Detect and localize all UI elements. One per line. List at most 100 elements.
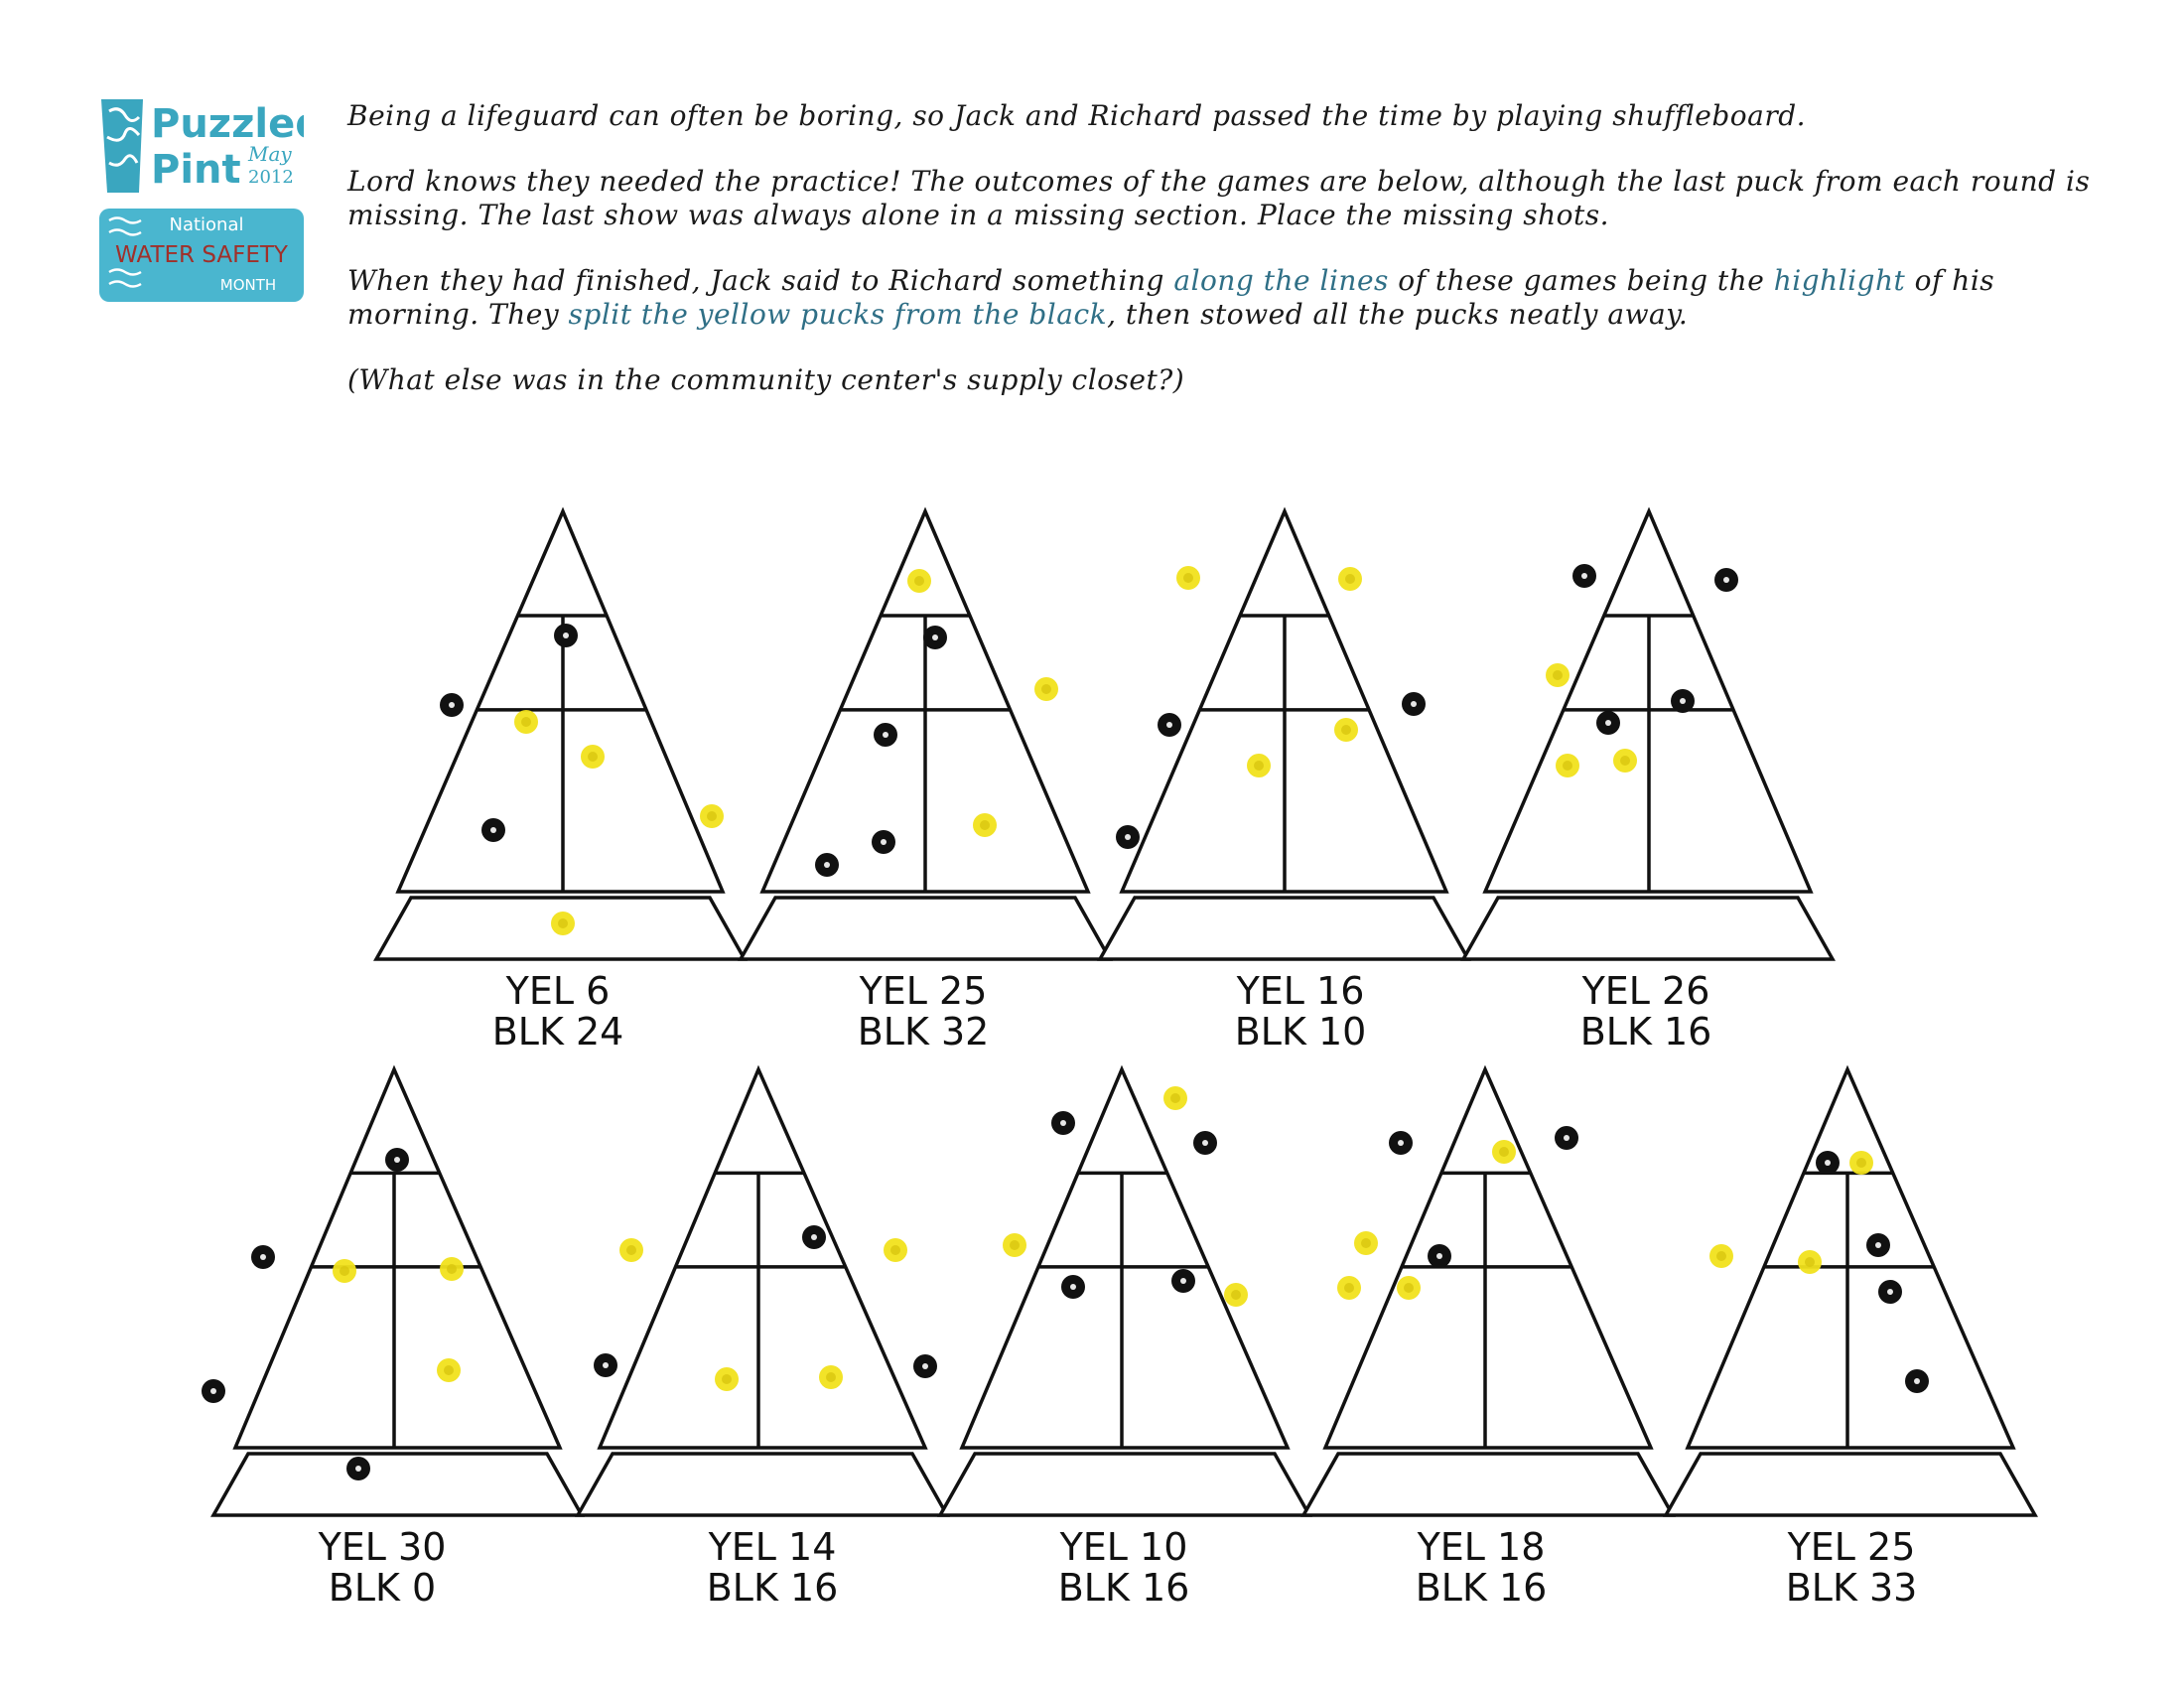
black-puck: [1816, 1151, 1840, 1175]
shuffleboard-court: [373, 506, 748, 961]
black-puck: [913, 1354, 937, 1378]
black-puck: [1596, 711, 1620, 735]
game-6-score: YEL 14 BLK 16: [673, 1527, 872, 1609]
game-1-yellow-score: YEL 6: [505, 969, 611, 1013]
logo-band-month: MONTH: [220, 276, 276, 294]
court-triangle: [597, 1064, 928, 1450]
intro-highlight-split: split the yellow pucks from the black: [568, 298, 1108, 331]
yellow-puck: [1034, 677, 1058, 701]
yellow-puck: [700, 804, 724, 828]
logo-band: [99, 209, 304, 302]
black-puck: [1171, 1269, 1195, 1293]
puzzle-intro: Being a lifeguard can often be boring, s…: [347, 99, 2095, 429]
puzzled-pint-logo: Puzzled Pint May 2012 National WATER SAF…: [99, 99, 304, 302]
black-puck: [346, 1457, 370, 1480]
yellow-puck: [715, 1367, 739, 1391]
game-9-yellow-score: YEL 25: [1787, 1525, 1916, 1569]
court-base-stripe: [575, 1452, 950, 1517]
yellow-puck: [1247, 754, 1271, 777]
black-puck: [1402, 692, 1426, 716]
shuffleboard-court: [575, 1064, 950, 1517]
black-puck: [481, 818, 505, 842]
yellow-puck: [440, 1257, 464, 1281]
yellow-puck: [1709, 1244, 1733, 1268]
black-puck: [440, 693, 464, 717]
intro-p3-text-c: of his morning. They: [347, 264, 1995, 331]
game-3-black-score: BLK 10: [1234, 1010, 1367, 1054]
logo-title-line1: Puzzled: [151, 101, 304, 147]
yellow-puck: [973, 813, 997, 837]
yellow-puck: [819, 1365, 843, 1389]
yellow-puck: [884, 1238, 907, 1262]
yellow-puck: [1556, 754, 1579, 777]
black-puck: [1061, 1275, 1085, 1299]
shuffleboard-court: [1663, 1064, 2038, 1517]
black-puck: [554, 624, 578, 647]
game-8-black-score: BLK 16: [1415, 1566, 1548, 1610]
black-puck: [1714, 568, 1738, 592]
game-7-black-score: BLK 16: [1057, 1566, 1190, 1610]
yellow-puck: [1224, 1283, 1248, 1307]
black-puck: [802, 1225, 826, 1249]
court-triangle: [959, 1064, 1291, 1450]
game-2-yellow-score: YEL 25: [859, 969, 988, 1013]
black-puck: [1428, 1244, 1451, 1268]
court-triangle: [1322, 1064, 1654, 1450]
yellow-puck: [581, 745, 605, 769]
yellow-puck: [1163, 1086, 1187, 1110]
intro-p3-text-d: , then stowed all the pucks neatly away.: [1107, 298, 1689, 331]
black-puck: [202, 1379, 225, 1403]
logo-year: 2012: [248, 167, 294, 188]
game-9-score: YEL 25 BLK 33: [1752, 1527, 1951, 1609]
court-base-stripe: [1663, 1452, 2038, 1517]
black-puck: [923, 626, 947, 649]
black-puck: [594, 1353, 617, 1377]
game-3-yellow-score: YEL 16: [1236, 969, 1365, 1013]
game-4-score: YEL 26 BLK 16: [1547, 971, 1745, 1053]
intro-p3-text-b: of these games being the: [1388, 264, 1774, 297]
game-4-yellow-score: YEL 26: [1581, 969, 1710, 1013]
court-base-stripe: [210, 1452, 585, 1517]
yellow-puck: [1492, 1140, 1516, 1164]
intro-highlight-highlight: highlight: [1773, 264, 1906, 297]
court-triangle: [232, 1064, 563, 1450]
game-7-yellow-score: YEL 10: [1059, 1525, 1188, 1569]
yellow-puck: [1798, 1250, 1822, 1274]
shuffleboard-court: [1300, 1064, 1676, 1517]
yellow-puck: [1354, 1231, 1378, 1255]
court-triangle: [395, 506, 726, 894]
court-base-stripe: [1097, 896, 1471, 961]
intro-p3-text-a: When they had finished, Jack said to Ric…: [347, 264, 1174, 297]
shuffleboard-court: [210, 1064, 585, 1517]
black-puck: [1193, 1131, 1217, 1155]
yellow-puck: [1337, 1276, 1361, 1300]
black-puck: [1905, 1369, 1929, 1393]
yellow-puck: [514, 710, 538, 734]
black-puck: [874, 723, 897, 747]
yellow-puck: [907, 569, 931, 593]
court-base-stripe: [1460, 896, 1836, 961]
yellow-puck: [1546, 663, 1570, 687]
intro-paragraph-2: Lord knows they needed the practice! The…: [347, 165, 2091, 231]
shuffleboard-court: [1460, 506, 1836, 961]
court-base-stripe: [1300, 1452, 1676, 1517]
yellow-puck: [1176, 566, 1200, 590]
game-6-black-score: BLK 16: [706, 1566, 839, 1610]
black-puck: [1158, 713, 1181, 737]
game-5-score: YEL 30 BLK 0: [283, 1527, 481, 1609]
shuffleboard-court: [1097, 506, 1471, 961]
game-8-yellow-score: YEL 18: [1417, 1525, 1546, 1569]
intro-paragraph-3: When they had finished, Jack said to Ric…: [347, 264, 2095, 332]
logo-band-water-safety: WATER SAFETY: [115, 242, 289, 268]
black-puck: [815, 853, 839, 877]
black-puck: [1866, 1233, 1890, 1257]
puzzle-glass-icon: [101, 99, 143, 193]
logo-month: May: [247, 142, 292, 166]
yellow-puck: [1003, 1233, 1026, 1257]
shuffleboard-court: [937, 1064, 1312, 1517]
black-puck: [1555, 1126, 1578, 1150]
court-triangle: [1685, 1064, 2016, 1450]
yellow-puck: [551, 912, 575, 935]
game-5-black-score: BLK 0: [328, 1566, 437, 1610]
